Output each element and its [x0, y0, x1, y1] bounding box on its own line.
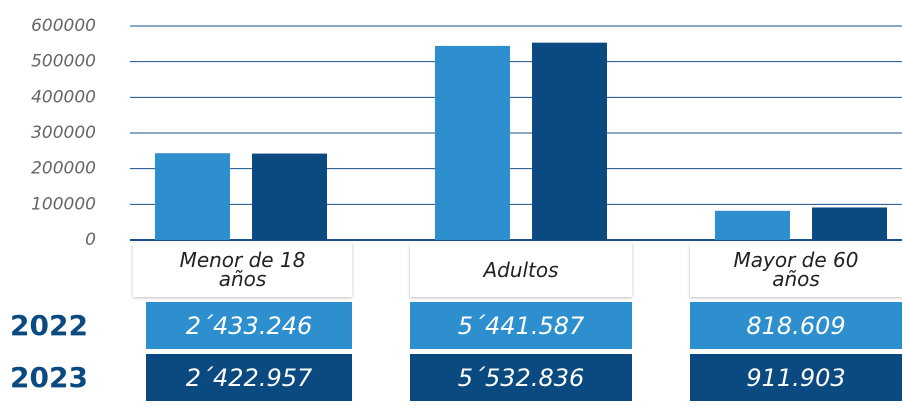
table-cell: 2´433.246 — [146, 302, 352, 349]
table-cell: 818.609 — [690, 302, 902, 349]
bar — [715, 210, 790, 240]
y-tick-label: 0 — [85, 230, 96, 250]
table-cell: 5´532.836 — [410, 354, 632, 401]
y-tick-label: 200000 — [31, 159, 96, 179]
bar — [252, 153, 327, 240]
category-label: Mayor de 60 años — [690, 243, 902, 297]
category-label: Adultos — [410, 243, 632, 297]
bar — [532, 42, 607, 240]
y-tick-label: 100000 — [31, 194, 96, 214]
y-tick-label: 300000 — [31, 123, 96, 143]
table-cell: 2´422.957 — [146, 354, 352, 401]
category-label: Menor de 18 años — [133, 243, 352, 297]
table-cell: 911.903 — [690, 354, 902, 401]
y-tick-label: 500000 — [31, 52, 96, 72]
row-label: 2023 — [10, 361, 88, 394]
row-label: 2022 — [10, 309, 88, 342]
bar — [435, 45, 510, 240]
table-cell: 5´441.587 — [410, 302, 632, 349]
bar — [155, 153, 230, 240]
bar — [812, 207, 887, 240]
y-tick-label: 400000 — [31, 87, 96, 107]
y-tick-label: 600000 — [31, 16, 96, 36]
